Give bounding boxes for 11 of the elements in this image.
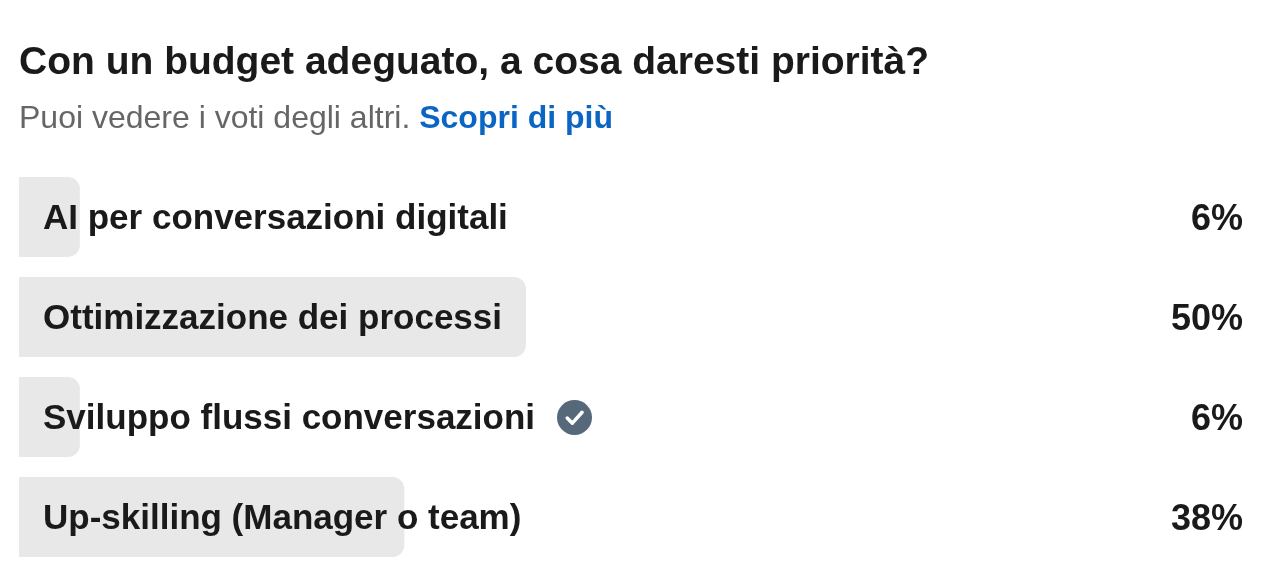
chart-subtitle: Puoi vedere i voti degli altri. [19,99,411,135]
data-label: 6% [1191,397,1244,438]
data-label: 50% [1171,297,1244,338]
text: Scopri di più [419,99,613,135]
chart-title: Con un budget adeguato, a cosa daresti priorità? [19,39,930,82]
y-tick-label: AI per conversazioni digitali [43,197,508,237]
y-tick-label: Ottimizzazione dei processi [43,297,502,337]
data-label: 6% [1191,197,1244,238]
data-label: 38% [1171,497,1244,538]
y-tick-label: Up-skilling (Manager o team) [43,497,522,537]
y-tick-label: Sviluppo flussi conversazioni [43,397,536,437]
